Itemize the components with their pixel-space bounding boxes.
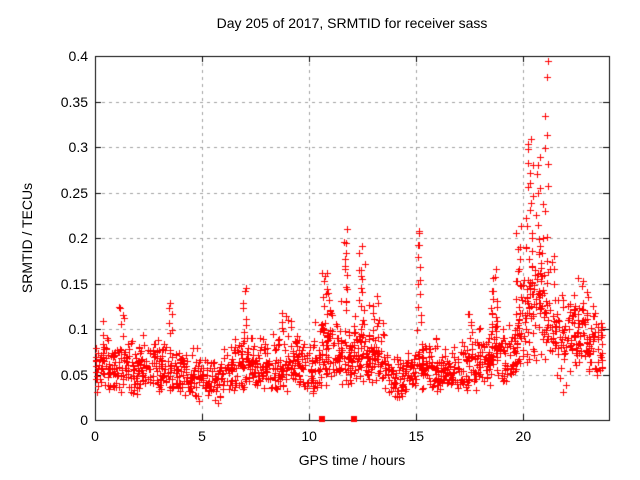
- y-tick-label: 0.35: [60, 93, 88, 110]
- chart-title: Day 205 of 2017, SRMTID for receiver sas…: [216, 15, 488, 31]
- x-tick-label: 20: [515, 428, 532, 444]
- y-tick-label: 0: [80, 412, 88, 428]
- y-tick-label: 0.25: [60, 184, 88, 201]
- y-tick-label: 0.4: [68, 48, 88, 64]
- x-tick-label: 10: [301, 428, 317, 444]
- x-axis-label: GPS time / hours: [298, 452, 406, 468]
- y-tick-label: 0.15: [60, 275, 88, 292]
- x-tick-label: 5: [198, 428, 206, 444]
- y-tick-label: 0.3: [68, 139, 88, 155]
- y-tick-label: 0.1: [68, 321, 88, 337]
- x-tick-label: 0: [91, 428, 99, 444]
- y-tick-label: 0.2: [68, 230, 88, 246]
- y-tick-label: 0.05: [60, 366, 88, 383]
- x-tick-label: 15: [408, 428, 425, 444]
